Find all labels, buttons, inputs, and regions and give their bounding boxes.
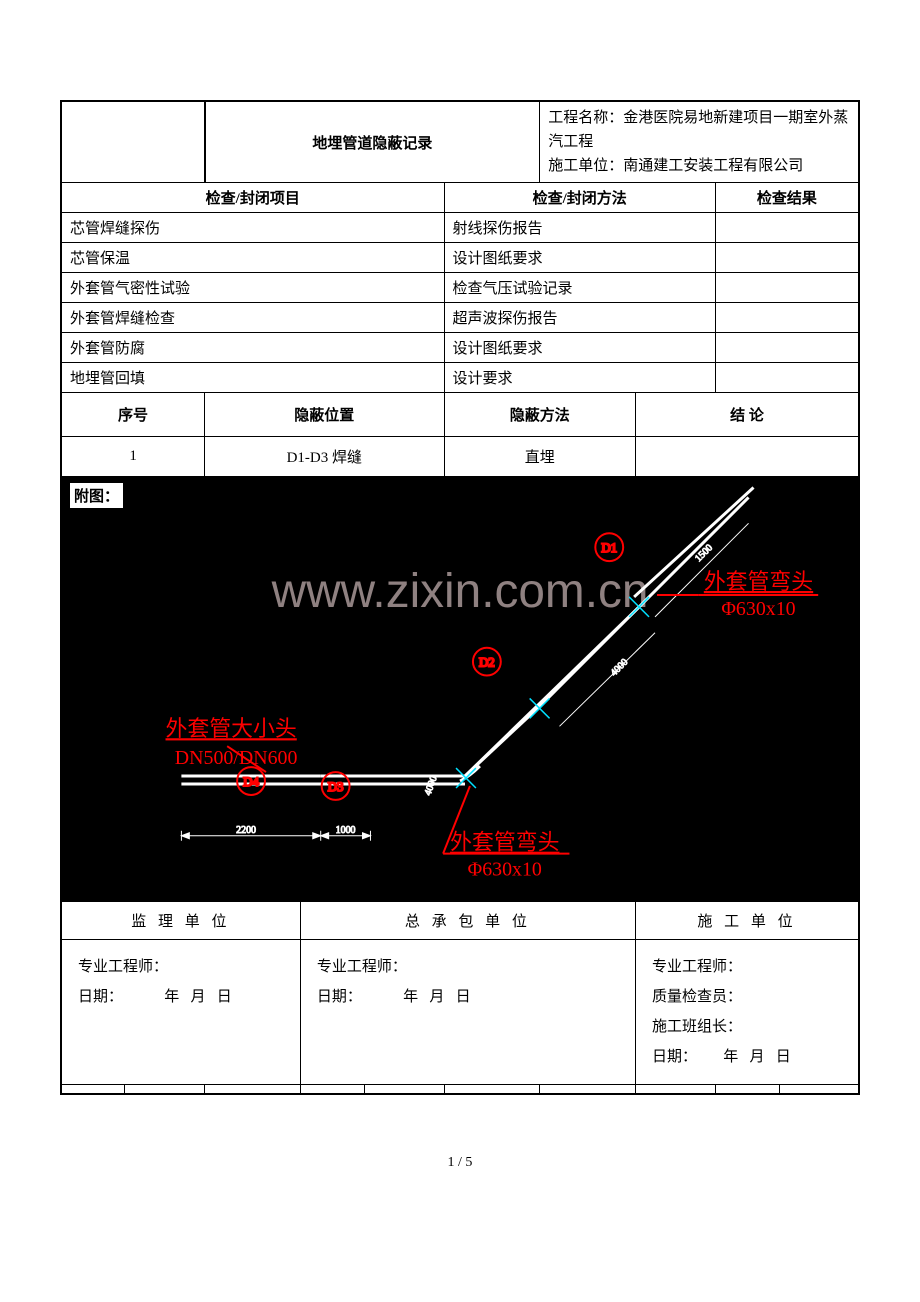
- check-item: 外套管防腐: [61, 333, 444, 363]
- contractor-signoff: 专业工程师： 日期： 年 月 日: [300, 940, 635, 1085]
- dim-4000b: 4000: [423, 775, 440, 797]
- check-item-header: 检查/封闭项目: [61, 183, 444, 213]
- engineer-label: 专业工程师：: [317, 959, 407, 975]
- elbow-label-1: 外套管弯头: [704, 569, 813, 594]
- check-result: [715, 213, 859, 243]
- node-d4: D4: [243, 774, 259, 789]
- elbow-spec-2: Φ630x10: [468, 859, 542, 881]
- check-result: [715, 333, 859, 363]
- node-d2: D2: [479, 655, 495, 670]
- seq-pos-header: 隐蔽位置: [205, 393, 444, 437]
- qc-label: 质量检查员：: [652, 989, 742, 1005]
- project-info: 工程名称：金港医院易地新建项目一期室外蒸汽工程 施工单位：南通建工安装工程有限公…: [540, 101, 859, 183]
- node-d1: D1: [601, 540, 617, 555]
- supervisor-signoff: 专业工程师： 日期： 年 月 日: [61, 940, 300, 1085]
- dim-1500: 1500: [693, 542, 715, 564]
- diagram-cell: 附图： www.zixin.com.cn: [61, 477, 859, 902]
- construction-signoff: 专业工程师： 质量检查员： 施工班组长： 日期： 年 月 日: [636, 940, 860, 1085]
- check-result: [715, 363, 859, 393]
- seq-method-header: 隐蔽方法: [444, 393, 636, 437]
- unit-label: 施工单位：: [548, 158, 623, 174]
- check-item: 外套管气密性试验: [61, 273, 444, 303]
- pipe-diagram: www.zixin.com.cn: [62, 477, 858, 896]
- check-item: 外套管焊缝检查: [61, 303, 444, 333]
- contractor-header: 总 承 包 单 位: [300, 902, 635, 940]
- check-result: [715, 273, 859, 303]
- dim-2200: 2200: [236, 825, 256, 836]
- check-method: 设计要求: [444, 363, 715, 393]
- check-method: 超声波探伤报告: [444, 303, 715, 333]
- supervisor-header: 监 理 单 位: [61, 902, 300, 940]
- foreman-label: 施工班组长：: [652, 1019, 742, 1035]
- engineer-label: 专业工程师：: [652, 959, 742, 975]
- node-d3: D3: [328, 779, 344, 794]
- engineer-label: 专业工程师：: [78, 959, 168, 975]
- check-method: 设计图纸要求: [444, 243, 715, 273]
- project-name-label: 工程名称：: [548, 110, 623, 126]
- page-number: 1 / 5: [60, 1155, 860, 1171]
- check-method: 设计图纸要求: [444, 333, 715, 363]
- elbow-spec-1: Φ630x10: [721, 598, 795, 620]
- elbow-label-2: 外套管弯头: [450, 830, 559, 855]
- reducer-label: 外套管大小头: [166, 716, 297, 741]
- seq-concl-header: 结 论: [636, 393, 860, 437]
- check-result: [715, 303, 859, 333]
- dim-1000: 1000: [336, 825, 356, 836]
- seq-no-header: 序号: [61, 393, 205, 437]
- check-method-header: 检查/封闭方法: [444, 183, 715, 213]
- unit-value: 南通建工安装工程有限公司: [623, 158, 803, 174]
- construction-header: 施 工 单 位: [636, 902, 860, 940]
- watermark-text: www.zixin.com.cn: [271, 565, 649, 618]
- diagram-label: 附图：: [70, 483, 123, 508]
- check-item: 芯管焊缝探伤: [61, 213, 444, 243]
- date-label: 日期：: [317, 989, 362, 1005]
- check-result: [715, 243, 859, 273]
- seq-conclusion: [636, 437, 860, 477]
- check-method: 射线探伤报告: [444, 213, 715, 243]
- check-item: 芯管保温: [61, 243, 444, 273]
- reducer-spec: DN500/DN600: [175, 747, 298, 769]
- seq-method: 直埋: [444, 437, 636, 477]
- date-label: 日期：: [652, 1049, 697, 1065]
- check-method: 检查气压试验记录: [444, 273, 715, 303]
- seq-no: 1: [61, 437, 205, 477]
- seq-position: D1-D3 焊缝: [205, 437, 444, 477]
- leader-lines: [227, 595, 818, 854]
- check-item: 地埋管回填: [61, 363, 444, 393]
- check-result-header: 检查结果: [715, 183, 859, 213]
- record-table: 地埋管道隐蔽记录 工程名称：金港医院易地新建项目一期室外蒸汽工程 施工单位：南通…: [60, 100, 860, 1095]
- document-title: 地埋管道隐蔽记录: [205, 101, 540, 183]
- date-label: 日期：: [78, 989, 123, 1005]
